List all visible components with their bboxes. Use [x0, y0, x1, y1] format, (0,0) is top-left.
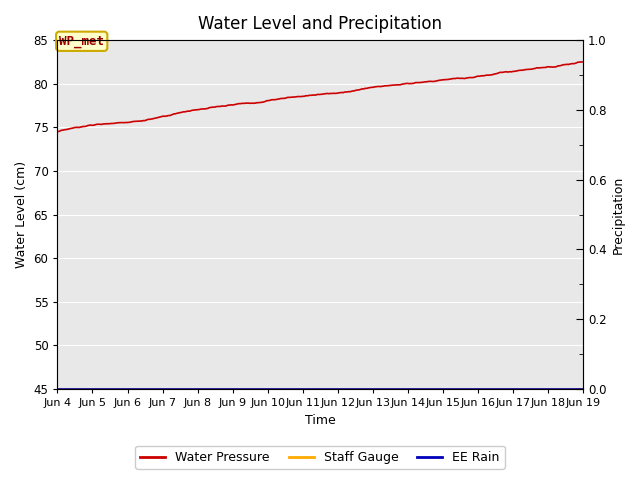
Water Pressure	[579, 59, 587, 65]
Line: Water Pressure: Water Pressure	[58, 62, 583, 132]
Water Pressure	[54, 129, 61, 134]
Water Pressure	[303, 93, 311, 99]
EE Rain	[579, 386, 587, 392]
Title: Water Level and Precipitation: Water Level and Precipitation	[198, 15, 442, 33]
Legend: Water Pressure, Staff Gauge, EE Rain: Water Pressure, Staff Gauge, EE Rain	[136, 446, 504, 469]
EE Rain	[566, 386, 574, 392]
Water Pressure	[366, 84, 374, 90]
X-axis label: Time: Time	[305, 414, 335, 427]
Staff Gauge	[566, 386, 574, 392]
Y-axis label: Precipitation: Precipitation	[612, 175, 625, 254]
EE Rain	[366, 386, 374, 392]
Staff Gauge	[307, 386, 314, 392]
Staff Gauge	[54, 386, 61, 392]
EE Rain	[303, 386, 311, 392]
Staff Gauge	[338, 386, 346, 392]
Staff Gauge	[303, 386, 311, 392]
EE Rain	[307, 386, 314, 392]
Water Pressure	[307, 93, 314, 98]
EE Rain	[54, 386, 61, 392]
Staff Gauge	[366, 386, 374, 392]
EE Rain	[338, 386, 346, 392]
Y-axis label: Water Level (cm): Water Level (cm)	[15, 161, 28, 268]
Water Pressure	[338, 90, 346, 96]
EE Rain	[484, 386, 492, 392]
Staff Gauge	[484, 386, 492, 392]
Water Pressure	[566, 61, 574, 67]
Staff Gauge	[579, 386, 587, 392]
Text: WP_met: WP_met	[60, 35, 104, 48]
Water Pressure	[484, 72, 492, 78]
